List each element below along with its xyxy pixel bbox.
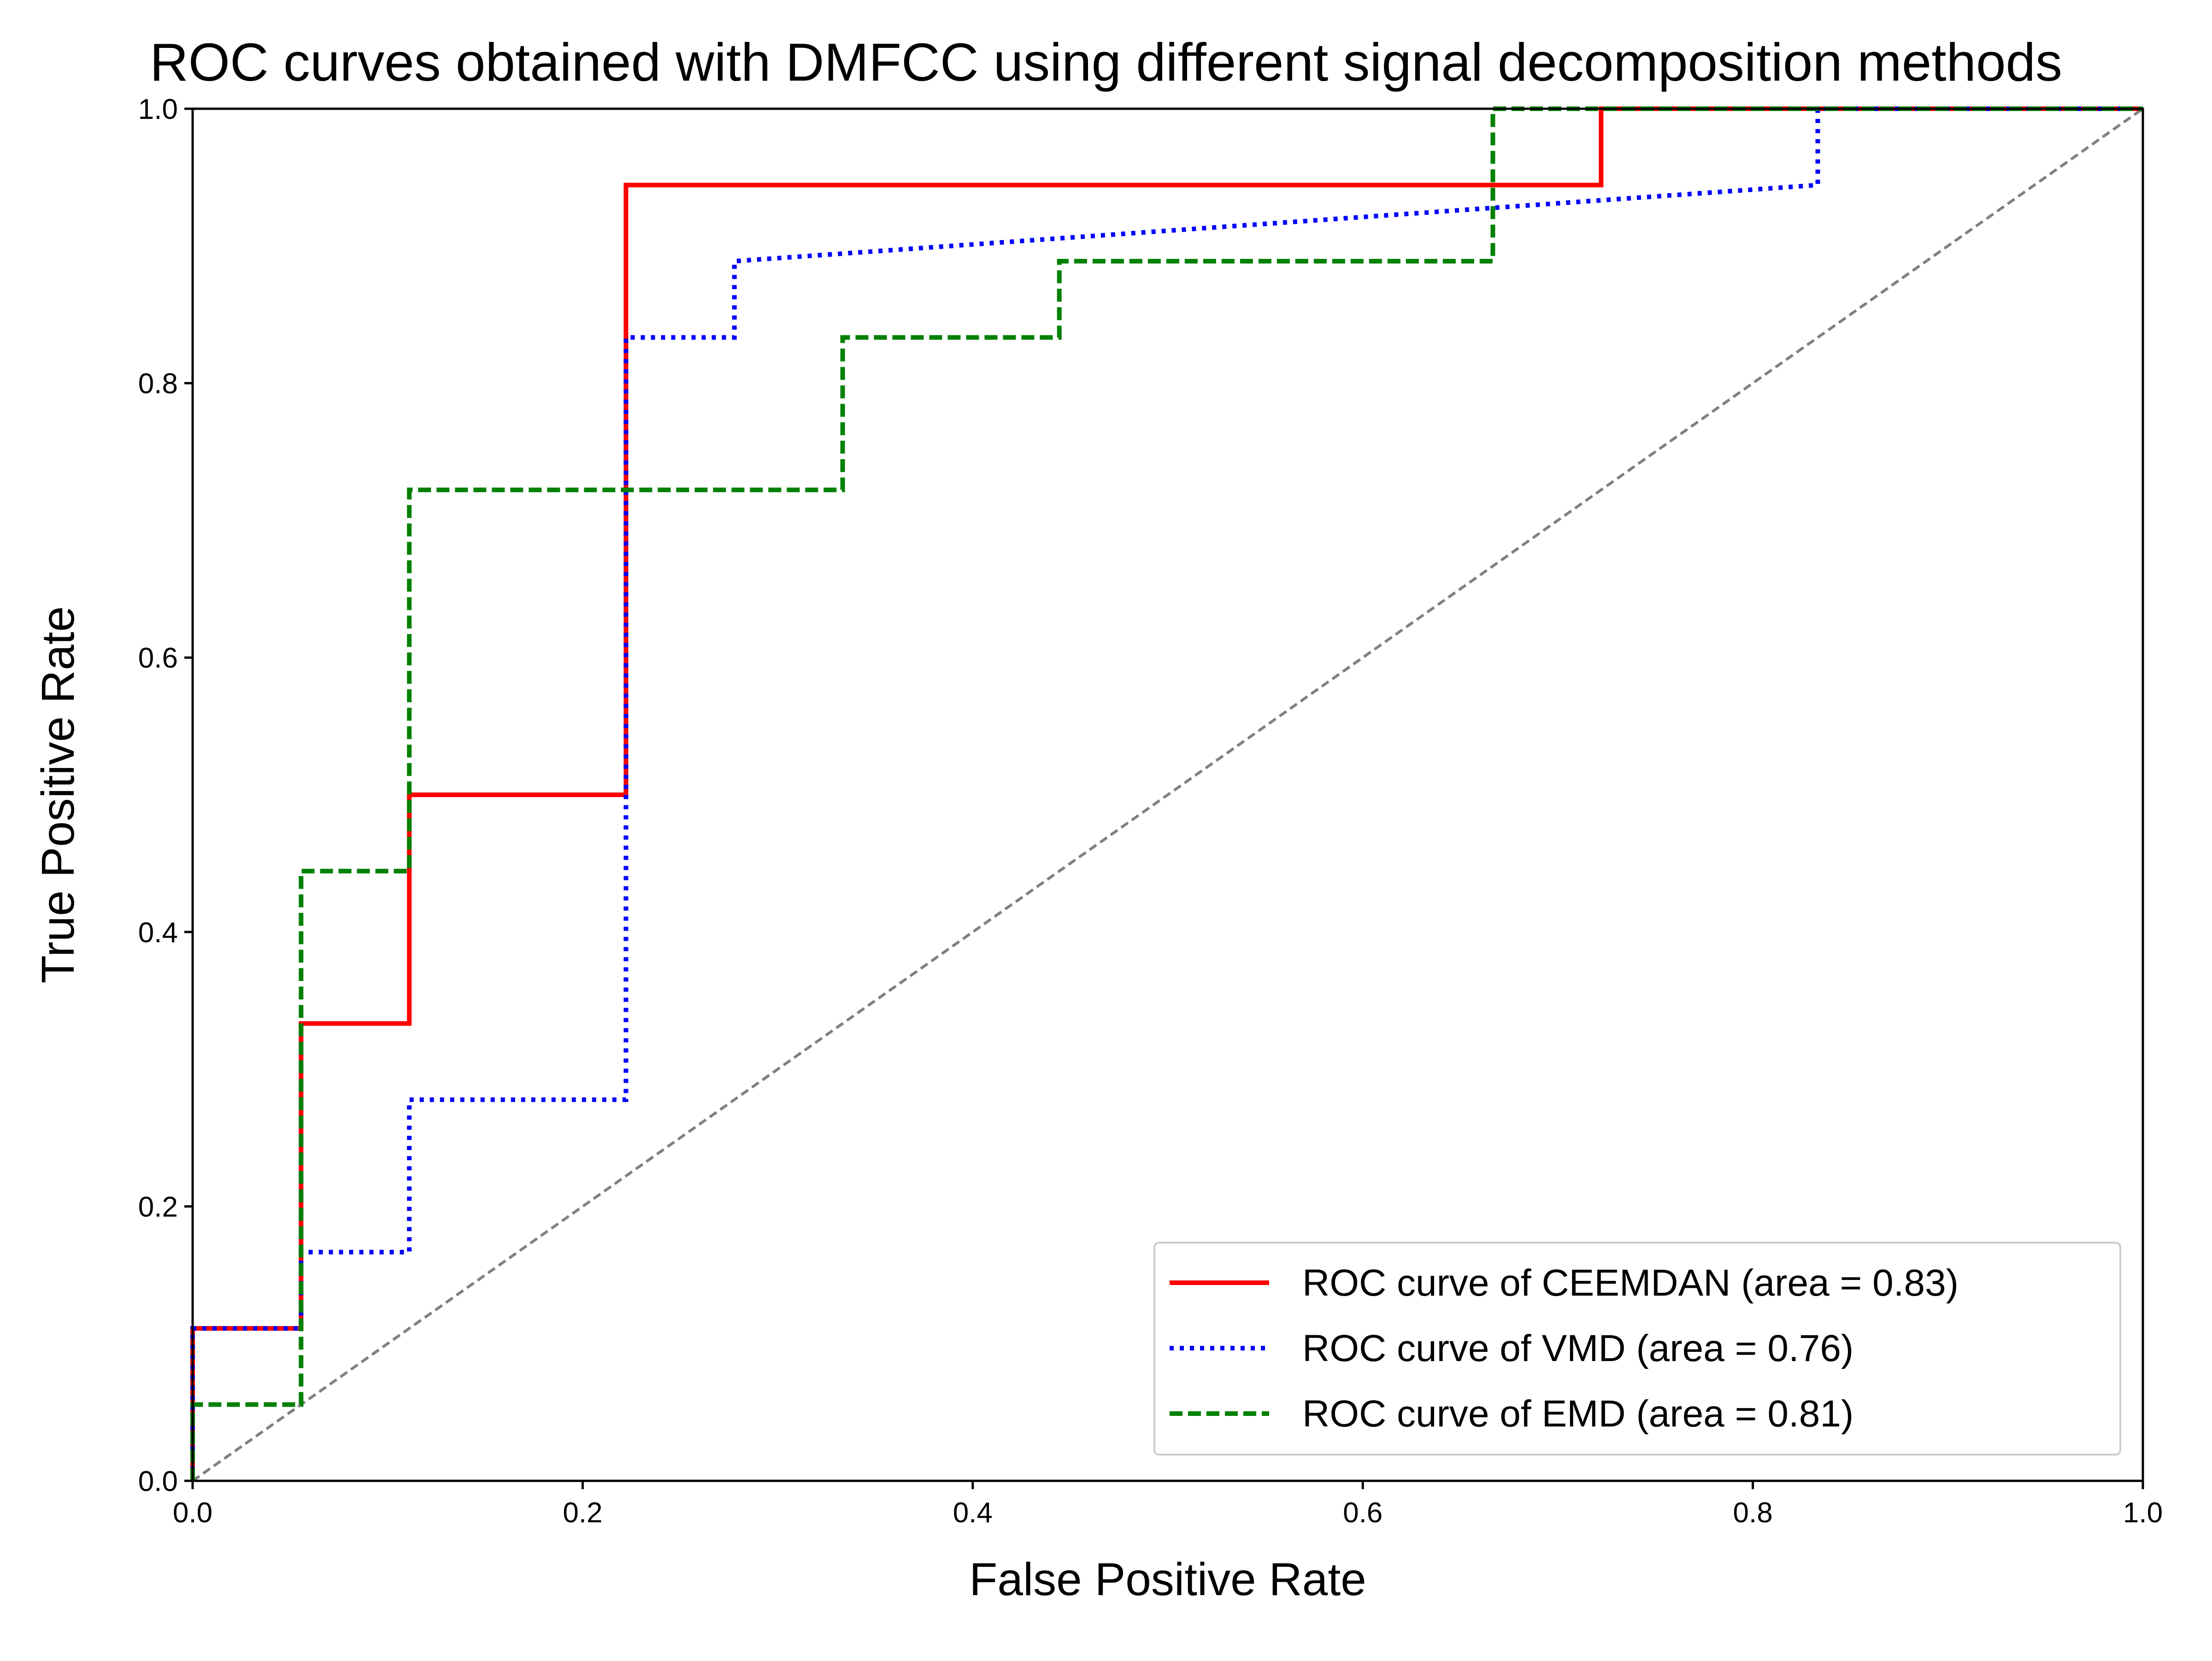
y-tick-label: 1.0 [138,94,178,125]
y-tick-label: 0.0 [138,1466,178,1497]
x-tick-label: 1.0 [2123,1497,2163,1529]
x-tick-label: 0.6 [1343,1497,1382,1529]
legend-label-2: ROC curve of VMD (area = 0.76) [1302,1327,1853,1369]
legend-entries: ROC curve of CEEMDAN (area = 0.83) ROC cu… [1170,1262,1959,1435]
chart-title: ROC curves obtained with DMFCC using dif… [150,32,2062,92]
axes-frame [191,107,2144,1482]
chance-diagonal-line [192,107,2144,1482]
legend-label-3: ROC curve of EMD (area = 0.81) [1302,1393,1853,1435]
legend-box [1153,1242,2121,1456]
y-axis-ticks: 0.0 0.2 0.4 0.6 0.8 1.0 [138,94,193,1497]
roc-curve-2 [190,106,2143,1481]
curves-layer [190,106,2144,1482]
x-tick-label: 0.8 [1733,1497,1772,1529]
x-tick-label: 0.0 [173,1497,212,1529]
x-axis-ticks: 0.0 0.2 0.4 0.6 0.8 1.0 [173,1481,2163,1529]
legend: ROC curve of CEEMDAN (area = 0.83) ROC cu… [1153,1242,2121,1456]
x-tick-label: 0.4 [953,1497,993,1529]
roc-curve-3 [190,106,2143,1481]
y-tick-label: 0.6 [138,642,178,674]
y-tick-label: 0.2 [138,1191,178,1223]
y-tick-label: 0.4 [138,917,178,949]
y-tick-label: 0.8 [138,368,178,400]
legend-label-1: ROC curve of CEEMDAN (area = 0.83) [1302,1262,1959,1304]
y-axis-label: True Positive Rate [32,606,84,984]
x-tick-label: 0.2 [563,1497,602,1529]
x-axis-label: False Positive Rate [969,1554,1366,1605]
